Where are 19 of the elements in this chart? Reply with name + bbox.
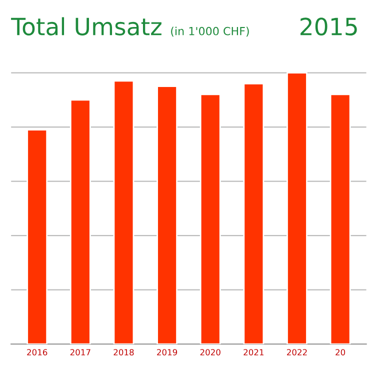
text: 2015 <box>300 18 357 36</box>
x-tick-label: 2016 <box>27 349 48 356</box>
x-tick-label: 2020 <box>200 349 220 356</box>
x-tick-label: 2018 <box>114 349 134 356</box>
bar <box>113 80 134 344</box>
chart-subtitle: (in 1'000 CHF) <box>171 26 249 37</box>
bar <box>70 99 91 344</box>
x-tick-label: 2022 <box>287 349 307 356</box>
bar <box>200 94 221 344</box>
x-tick-label: 20 <box>336 349 346 356</box>
bar <box>156 86 178 344</box>
x-tick-label: 2021 <box>244 349 264 356</box>
x-tick-label: 2019 <box>157 349 178 356</box>
bar <box>286 72 308 344</box>
bar <box>26 129 48 344</box>
bar <box>243 82 264 344</box>
bar <box>330 94 351 344</box>
x-tick-label: 2017 <box>70 349 90 356</box>
chart-title: Total Umsatz <box>11 17 162 36</box>
